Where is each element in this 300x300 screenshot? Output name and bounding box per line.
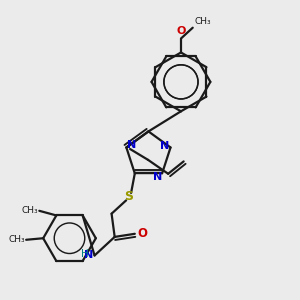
Text: O: O bbox=[137, 227, 147, 240]
Text: O: O bbox=[176, 26, 186, 36]
Text: S: S bbox=[124, 190, 133, 203]
Text: CH₃: CH₃ bbox=[8, 235, 25, 244]
Text: H: H bbox=[81, 249, 88, 259]
Text: N: N bbox=[84, 250, 93, 260]
Text: CH₃: CH₃ bbox=[194, 17, 211, 26]
Text: CH₃: CH₃ bbox=[22, 206, 38, 215]
Text: N: N bbox=[127, 140, 136, 150]
Text: N: N bbox=[152, 172, 162, 182]
Text: N: N bbox=[160, 141, 170, 151]
